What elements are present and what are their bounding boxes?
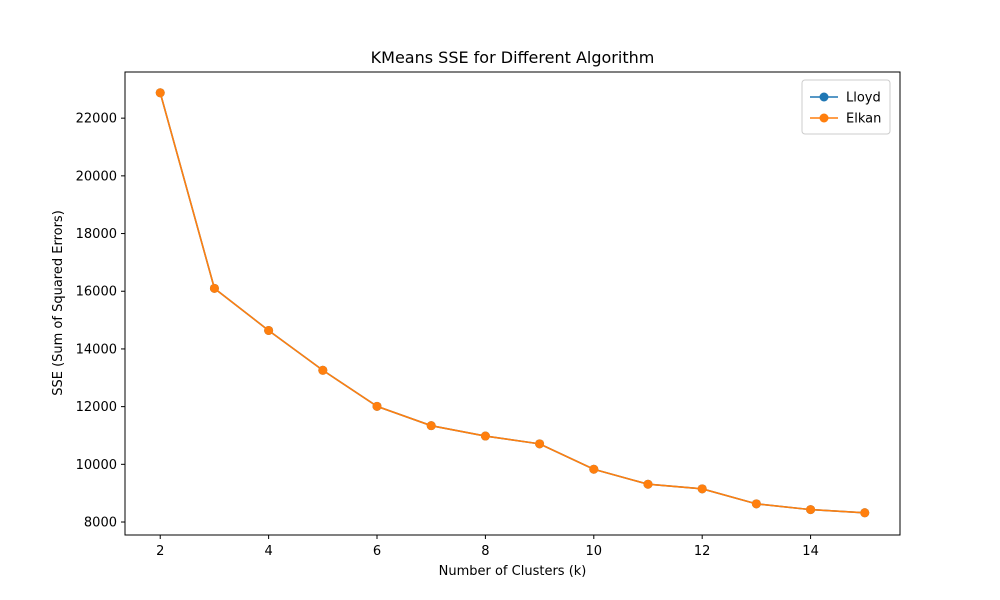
y-tick-label: 10000 (76, 458, 117, 473)
legend-label: Elkan (846, 112, 881, 127)
data-point-elkan (318, 365, 328, 375)
legend: Lloyd Elkan (801, 79, 891, 135)
y-tick-label: 8000 (84, 516, 117, 531)
series-elkan (155, 88, 870, 518)
data-point-elkan (372, 401, 382, 411)
axes-frame (124, 71, 901, 536)
data-point-elkan (426, 421, 436, 431)
y-tick-label: 22000 (76, 112, 117, 127)
data-point-elkan (860, 508, 870, 518)
data-point-elkan (535, 439, 545, 449)
data-point-elkan (155, 88, 165, 98)
y-tick-label: 18000 (76, 227, 117, 242)
data-point-elkan (643, 479, 653, 489)
data-point-elkan (209, 283, 219, 293)
data-point-elkan (806, 505, 816, 515)
y-axis-label: SSE (Sum of Squared Errors) (51, 210, 66, 396)
data-point-elkan (264, 325, 274, 335)
x-tick-label: 8 (481, 544, 489, 559)
x-tick-label: 6 (373, 544, 381, 559)
x-tick-label: 12 (694, 544, 711, 559)
x-axis-label: Number of Clusters (k) (439, 564, 587, 579)
y-tick-label: 14000 (76, 342, 117, 357)
data-point-elkan (697, 484, 707, 494)
legend-label: Lloyd (846, 91, 881, 106)
x-tick-label: 2 (156, 544, 164, 559)
x-tick-label: 10 (586, 544, 603, 559)
plot-area (155, 88, 870, 518)
data-point-elkan (751, 499, 761, 509)
data-point-elkan (589, 464, 599, 474)
series-lloyd (155, 88, 870, 518)
x-tick-label: 4 (264, 544, 272, 559)
series-line-lloyd (159, 92, 865, 514)
chart-title: KMeans SSE for Different Algorithm (371, 48, 655, 67)
data-point-elkan (480, 431, 490, 441)
y-tick-label: 16000 (76, 285, 117, 300)
series-line-elkan (159, 92, 865, 514)
y-tick-label: 12000 (76, 400, 117, 415)
legend-marker (819, 92, 829, 102)
legend-marker (819, 113, 829, 123)
y-tick-label: 20000 (76, 169, 117, 184)
x-tick-label: 14 (802, 544, 819, 559)
axes: 2 4 6 8 10 12 14 8000 10000 12000 14000 16000 18000 2… (76, 71, 901, 559)
legend-item-lloyd: Lloyd (810, 91, 881, 106)
legend-item-elkan: Elkan (810, 112, 881, 127)
